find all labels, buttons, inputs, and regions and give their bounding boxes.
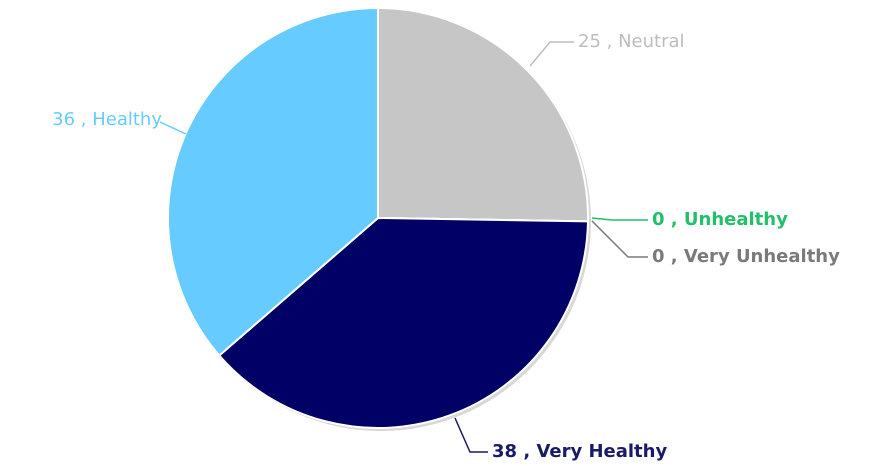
data-label: 0 , Very Unhealthy — [652, 246, 840, 267]
label-category: Unhealthy — [684, 209, 788, 230]
label-category: Very Healthy — [536, 441, 667, 462]
label-separator: , — [75, 109, 92, 130]
label-value: 38 — [492, 441, 517, 462]
label-category: Very Unhealthy — [684, 246, 840, 267]
data-label: 38 , Very Healthy — [492, 441, 667, 462]
leader-line — [591, 220, 648, 258]
label-value: 25 — [578, 31, 601, 52]
pie-slice — [167, 6, 379, 357]
pie-slice — [217, 216, 589, 429]
data-label: 0 , Unhealthy — [652, 209, 788, 230]
leader-line — [529, 41, 574, 67]
leader-line — [454, 417, 488, 453]
label-value: 0 — [652, 209, 665, 230]
leader-line — [591, 217, 648, 221]
label-separator: , — [665, 246, 684, 267]
leader-line — [159, 121, 187, 135]
label-category: Healthy — [92, 109, 162, 130]
label-separator: , — [601, 31, 618, 52]
label-separator: , — [665, 209, 684, 230]
data-label: 36 , Healthy — [52, 109, 162, 130]
label-category: Neutral — [618, 31, 684, 52]
label-separator: , — [517, 441, 536, 462]
label-value: 0 — [652, 246, 665, 267]
label-value: 36 — [52, 109, 75, 130]
data-label: 25 , Neutral — [578, 31, 685, 52]
pie-slice — [377, 6, 589, 223]
